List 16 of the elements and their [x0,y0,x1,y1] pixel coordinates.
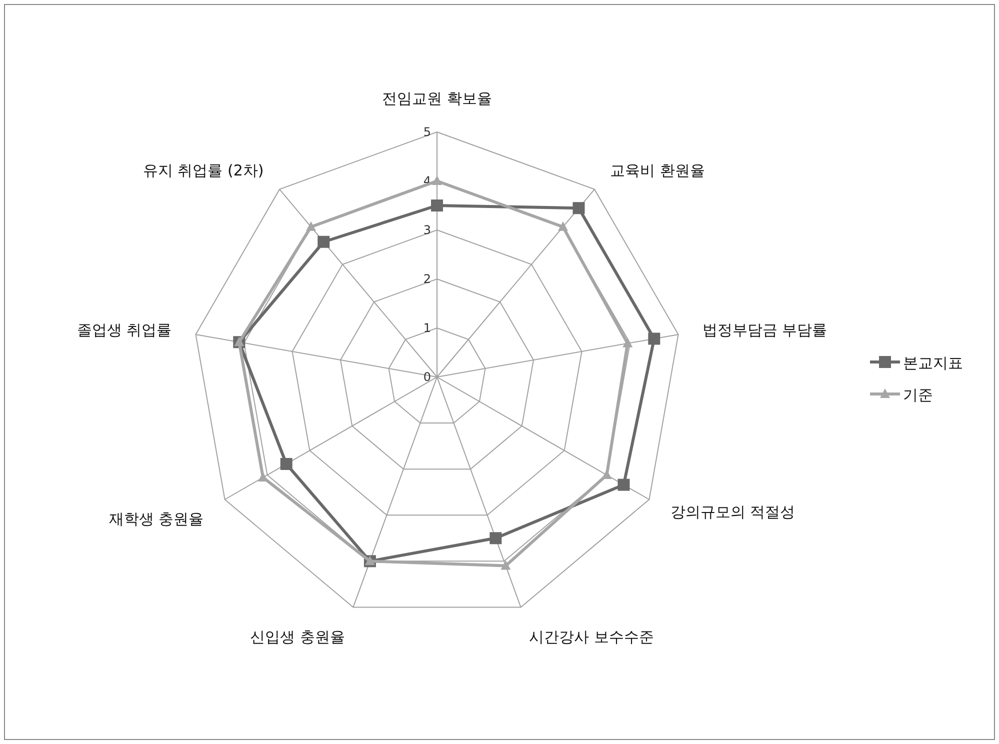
spoke-label: 신입생 충원율 [250,628,345,646]
spoke-label: 졸업생 취업률 [76,321,172,340]
spoke-label: 재학생 충원율 [108,510,204,528]
spoke-label: 강의규모의 적절성 [670,502,796,521]
y-tick-label: 1 [423,321,431,335]
y-tick-label: 0 [423,370,431,384]
legend-label: 본교지표 [903,354,963,372]
spoke-label: 교육비 환원율 [610,162,706,180]
spoke-label: 법정부담금 부담률 [702,321,828,340]
y-tick-label: 3 [423,223,431,237]
spoke-label: 전임교원 확보율 [382,90,492,108]
y-tick-label: 2 [423,272,431,286]
legend-label: 기준 [903,386,933,404]
y-tick-label: 5 [423,125,431,139]
spoke-label: 시간강사 보수수준 [529,628,654,646]
spoke-label: 유지 취업률 (2차) [142,162,264,180]
